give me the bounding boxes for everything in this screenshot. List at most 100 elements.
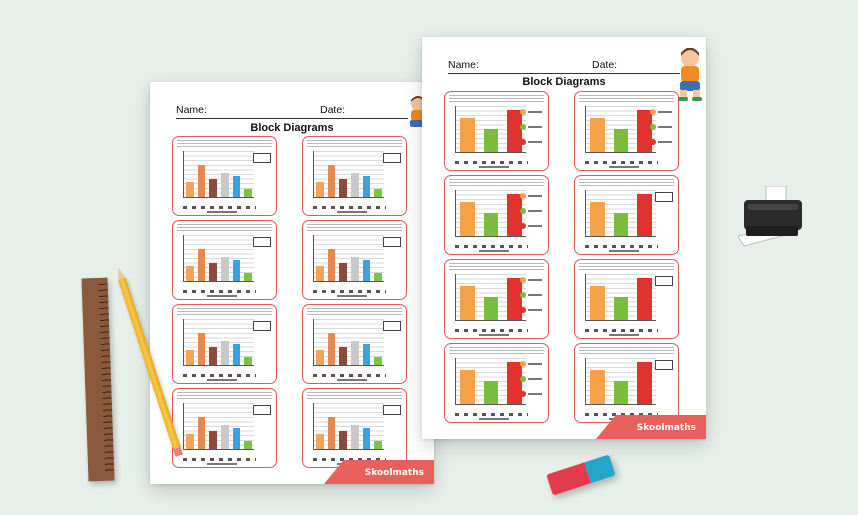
question-card	[172, 388, 277, 468]
diagram-block	[316, 265, 324, 281]
diagram-block	[244, 357, 252, 365]
diagram-block	[613, 381, 629, 404]
answer-box	[383, 405, 401, 415]
worksheet-right: Name: Date: Block Diagrams Skoolmaths	[422, 37, 706, 439]
worksheet-left: Name: Date: Block Diagrams Skoolmaths	[150, 82, 434, 484]
diagram-block	[362, 175, 371, 197]
diagram-block	[506, 110, 522, 152]
block-diagram	[455, 190, 526, 237]
diagram-block	[374, 357, 382, 365]
answer-box	[655, 192, 673, 202]
diagram-block	[197, 249, 206, 281]
diagram-block	[351, 424, 359, 449]
answer-box	[383, 321, 401, 331]
answer-box	[383, 237, 401, 247]
boy-illustration	[678, 48, 702, 101]
diagram-block	[506, 362, 522, 404]
diagram-block	[339, 346, 347, 365]
worksheet-title: Block Diagrams	[522, 76, 606, 88]
diagram-block	[244, 273, 252, 281]
diagram-block	[209, 262, 217, 281]
block-diagram	[183, 319, 254, 366]
block-diagram	[313, 319, 384, 366]
diagram-block	[483, 129, 499, 152]
legend	[520, 108, 544, 153]
diagram-block	[506, 278, 522, 320]
question-card	[444, 259, 549, 339]
block-diagram	[183, 235, 254, 282]
diagram-block	[590, 285, 606, 320]
worksheet-title: Block Diagrams	[250, 122, 334, 134]
diagram-block	[636, 194, 652, 236]
block-diagram	[313, 403, 384, 450]
question-card	[302, 136, 407, 216]
diagram-block	[232, 427, 241, 449]
question-card	[574, 175, 679, 255]
diagram-block	[636, 278, 652, 320]
question-card	[172, 136, 277, 216]
question-card	[444, 175, 549, 255]
diagram-block	[221, 172, 229, 197]
diagram-block	[232, 343, 241, 365]
question-card	[444, 343, 549, 423]
diagram-block	[613, 297, 629, 320]
block-diagram	[455, 106, 526, 153]
diagram-block	[232, 259, 241, 281]
block-diagram	[313, 151, 384, 198]
diagram-block	[362, 259, 371, 281]
name-label: Name:	[176, 104, 207, 116]
diagram-block	[460, 117, 476, 152]
name-label: Name:	[448, 59, 479, 71]
diagram-block	[186, 265, 194, 281]
diagram-block	[232, 175, 241, 197]
diagram-block	[209, 430, 217, 449]
diagram-block	[339, 430, 347, 449]
diagram-block	[374, 189, 382, 197]
diagram-block	[316, 433, 324, 449]
diagram-block	[197, 333, 206, 365]
question-card	[172, 304, 277, 384]
eraser-icon	[546, 454, 616, 496]
question-card	[172, 220, 277, 300]
diagram-block	[209, 178, 217, 197]
diagram-block	[339, 178, 347, 197]
block-diagram	[455, 274, 526, 321]
diagram-block	[506, 194, 522, 236]
diagram-block	[186, 349, 194, 365]
diagram-block	[362, 343, 371, 365]
diagram-block	[316, 349, 324, 365]
block-diagram	[313, 235, 384, 282]
printer-icon	[738, 186, 802, 247]
block-diagram	[585, 190, 656, 237]
diagram-block	[327, 417, 336, 449]
diagram-block	[374, 273, 382, 281]
diagram-block	[636, 362, 652, 404]
diagram-block	[613, 213, 629, 236]
diagram-block	[351, 256, 359, 281]
diagram-block	[362, 427, 371, 449]
diagram-block	[590, 117, 606, 152]
answer-box	[383, 153, 401, 163]
diagram-block	[374, 441, 382, 449]
diagram-block	[483, 213, 499, 236]
ruler-icon	[81, 277, 115, 482]
diagram-block	[186, 433, 194, 449]
diagram-block	[244, 441, 252, 449]
legend	[520, 276, 544, 321]
question-card	[574, 259, 679, 339]
diagram-block	[327, 249, 336, 281]
block-diagram	[183, 403, 254, 450]
legend	[650, 108, 674, 153]
diagram-block	[209, 346, 217, 365]
answer-box	[253, 321, 271, 331]
answer-box	[253, 153, 271, 163]
diagram-block	[221, 424, 229, 449]
block-diagram	[585, 274, 656, 321]
question-card	[444, 91, 549, 171]
legend	[520, 192, 544, 237]
answer-box	[253, 405, 271, 415]
brand-logo: Skoolmaths	[636, 423, 696, 433]
brand-logo: Skoolmaths	[364, 468, 424, 478]
diagram-block	[483, 297, 499, 320]
diagram-block	[316, 181, 324, 197]
